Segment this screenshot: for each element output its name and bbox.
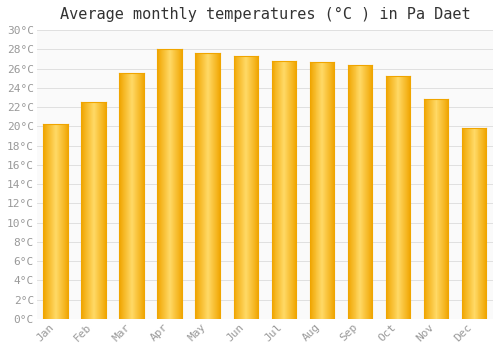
- Title: Average monthly temperatures (°C ) in Pa Daet: Average monthly temperatures (°C ) in Pa…: [60, 7, 470, 22]
